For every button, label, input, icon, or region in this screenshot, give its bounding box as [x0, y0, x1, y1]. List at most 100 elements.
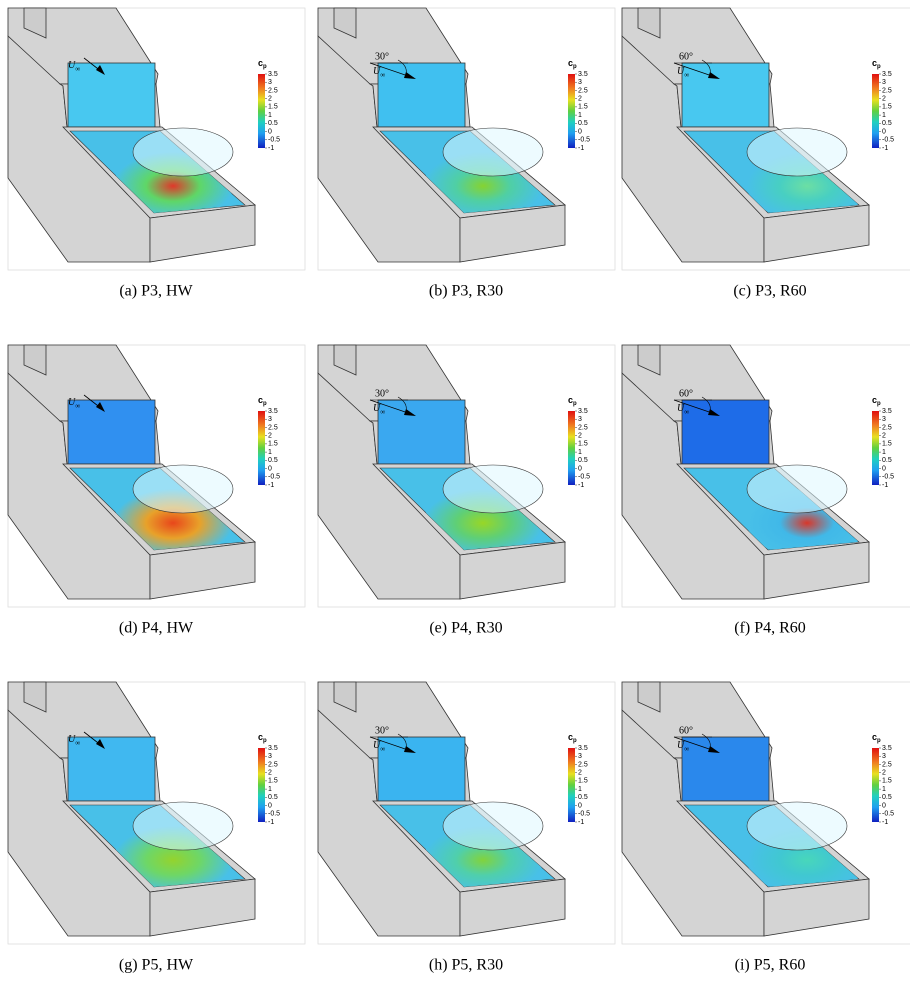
colorbar-tick-label: 3.5	[882, 408, 892, 415]
window	[68, 400, 155, 464]
colorbar-tick-label: 3.5	[578, 745, 588, 752]
flow-label-subscript: ∞	[380, 71, 385, 79]
colorbar	[872, 748, 879, 822]
colorbar-tick-label: -0.5	[268, 811, 280, 818]
colorbar-tick-label: 0.5	[882, 794, 892, 801]
colorbar-tick-label: 2.5	[882, 424, 892, 431]
flow-label-subscript: ∞	[684, 745, 689, 753]
window	[682, 63, 769, 127]
window	[68, 737, 155, 801]
rotor-disk	[747, 128, 847, 176]
rotor-disk	[133, 802, 233, 850]
caption: (f) P4, R60	[734, 620, 806, 637]
colorbar-tick-label: 1.5	[882, 104, 892, 111]
colorbar-subscript: p	[877, 401, 881, 407]
colorbar-tick-label: 0.5	[268, 120, 278, 127]
colorbar-tick-label: 3	[578, 79, 582, 86]
colorbar	[258, 411, 265, 485]
rotor-disk	[133, 465, 233, 513]
colorbar-tick-label: 2	[268, 96, 272, 103]
colorbar	[258, 748, 265, 822]
colorbar-tick-label: 0.5	[578, 457, 588, 464]
colorbar-tick-label: 0	[578, 465, 582, 472]
colorbar-tick-label: 1.5	[268, 104, 278, 111]
colorbar-tick-label: -1	[268, 145, 274, 152]
colorbar-tick-label: 0.5	[268, 794, 278, 801]
panel: U∞cp3.532.521.510.50-0.5-1	[8, 345, 305, 607]
window	[378, 400, 465, 464]
flow-label-subscript: ∞	[380, 408, 385, 416]
colorbar-tick-label: 1	[268, 112, 272, 119]
colorbar-tick-label: 0	[268, 465, 272, 472]
rotor-disk	[133, 128, 233, 176]
colorbar-tick-label: 1.5	[268, 441, 278, 448]
colorbar-tick-label: 2	[882, 433, 886, 440]
angle-label: 60°	[679, 388, 693, 399]
colorbar-tick-label: 2.5	[268, 761, 278, 768]
colorbar-tick-label: 1	[882, 112, 886, 119]
flow-label-subscript: ∞	[75, 402, 80, 410]
colorbar	[568, 411, 575, 485]
colorbar-tick-label: 1.5	[578, 441, 588, 448]
window	[68, 63, 155, 127]
flow-label-subscript: ∞	[380, 745, 385, 753]
colorbar-tick-label: 2.5	[578, 761, 588, 768]
colorbar-tick-label: -0.5	[882, 811, 894, 818]
colorbar-tick-label: -1	[578, 145, 584, 152]
panel: 30°U∞cp3.532.521.510.50-0.5-1	[318, 8, 615, 270]
rotor-disk	[443, 465, 543, 513]
colorbar-tick-label: 2.5	[578, 424, 588, 431]
angle-label: 60°	[679, 725, 693, 736]
colorbar-tick-label: 2	[268, 770, 272, 777]
colorbar-tick-label: 1.5	[268, 778, 278, 785]
colorbar-tick-label: 2.5	[882, 761, 892, 768]
caption: (i) P5, R60	[735, 957, 806, 974]
caption: (c) P3, R60	[733, 283, 806, 300]
colorbar-tick-label: 2	[268, 433, 272, 440]
flow-label-subscript: ∞	[75, 739, 80, 747]
colorbar-tick-label: -0.5	[882, 474, 894, 481]
flow-label-subscript: ∞	[684, 408, 689, 416]
colorbar-tick-label: 1.5	[578, 104, 588, 111]
colorbar-tick-label: 3	[578, 753, 582, 760]
caption: (a) P3, HW	[119, 283, 193, 300]
colorbar-tick-label: 0	[268, 802, 272, 809]
colorbar-tick-label: -1	[268, 819, 274, 826]
panel: 30°U∞cp3.532.521.510.50-0.5-1	[318, 345, 615, 607]
rotor-disk	[747, 465, 847, 513]
colorbar-subscript: p	[573, 64, 577, 70]
colorbar-tick-label: 2	[882, 770, 886, 777]
colorbar-tick-label: 3	[578, 416, 582, 423]
colorbar-subscript: p	[263, 64, 267, 70]
colorbar-tick-label: 2.5	[268, 424, 278, 431]
colorbar-subscript: p	[263, 401, 267, 407]
colorbar-tick-label: -0.5	[268, 137, 280, 144]
colorbar	[872, 74, 879, 148]
angle-label: 30°	[375, 51, 389, 62]
panel: U∞cp3.532.521.510.50-0.5-1	[8, 682, 305, 944]
colorbar-subscript: p	[263, 738, 267, 744]
colorbar-tick-label: -0.5	[578, 137, 590, 144]
colorbar-tick-label: -0.5	[268, 474, 280, 481]
colorbar-tick-label: 2.5	[882, 87, 892, 94]
colorbar-tick-label: 2	[578, 770, 582, 777]
colorbar-tick-label: 0	[578, 128, 582, 135]
colorbar-tick-label: 3.5	[268, 71, 278, 78]
panel: 60°U∞cp3.532.521.510.50-0.5-1	[622, 682, 910, 944]
panel: 60°U∞cp3.532.521.510.50-0.5-1	[622, 345, 910, 607]
colorbar-tick-label: 0.5	[578, 120, 588, 127]
angle-label: 30°	[375, 388, 389, 399]
colorbar-tick-label: -1	[268, 482, 274, 489]
colorbar-subscript: p	[877, 738, 881, 744]
colorbar-tick-label: -1	[882, 819, 888, 826]
colorbar-tick-label: 3	[268, 79, 272, 86]
colorbar-tick-label: 3.5	[882, 745, 892, 752]
panel: 30°U∞cp3.532.521.510.50-0.5-1	[318, 682, 615, 944]
flow-label-subscript: ∞	[684, 71, 689, 79]
colorbar-tick-label: 1.5	[882, 441, 892, 448]
colorbar-tick-label: 2	[578, 96, 582, 103]
caption: (h) P5, R30	[429, 957, 503, 974]
colorbar	[872, 411, 879, 485]
colorbar-tick-label: 1	[882, 449, 886, 456]
colorbar-tick-label: 3.5	[578, 408, 588, 415]
